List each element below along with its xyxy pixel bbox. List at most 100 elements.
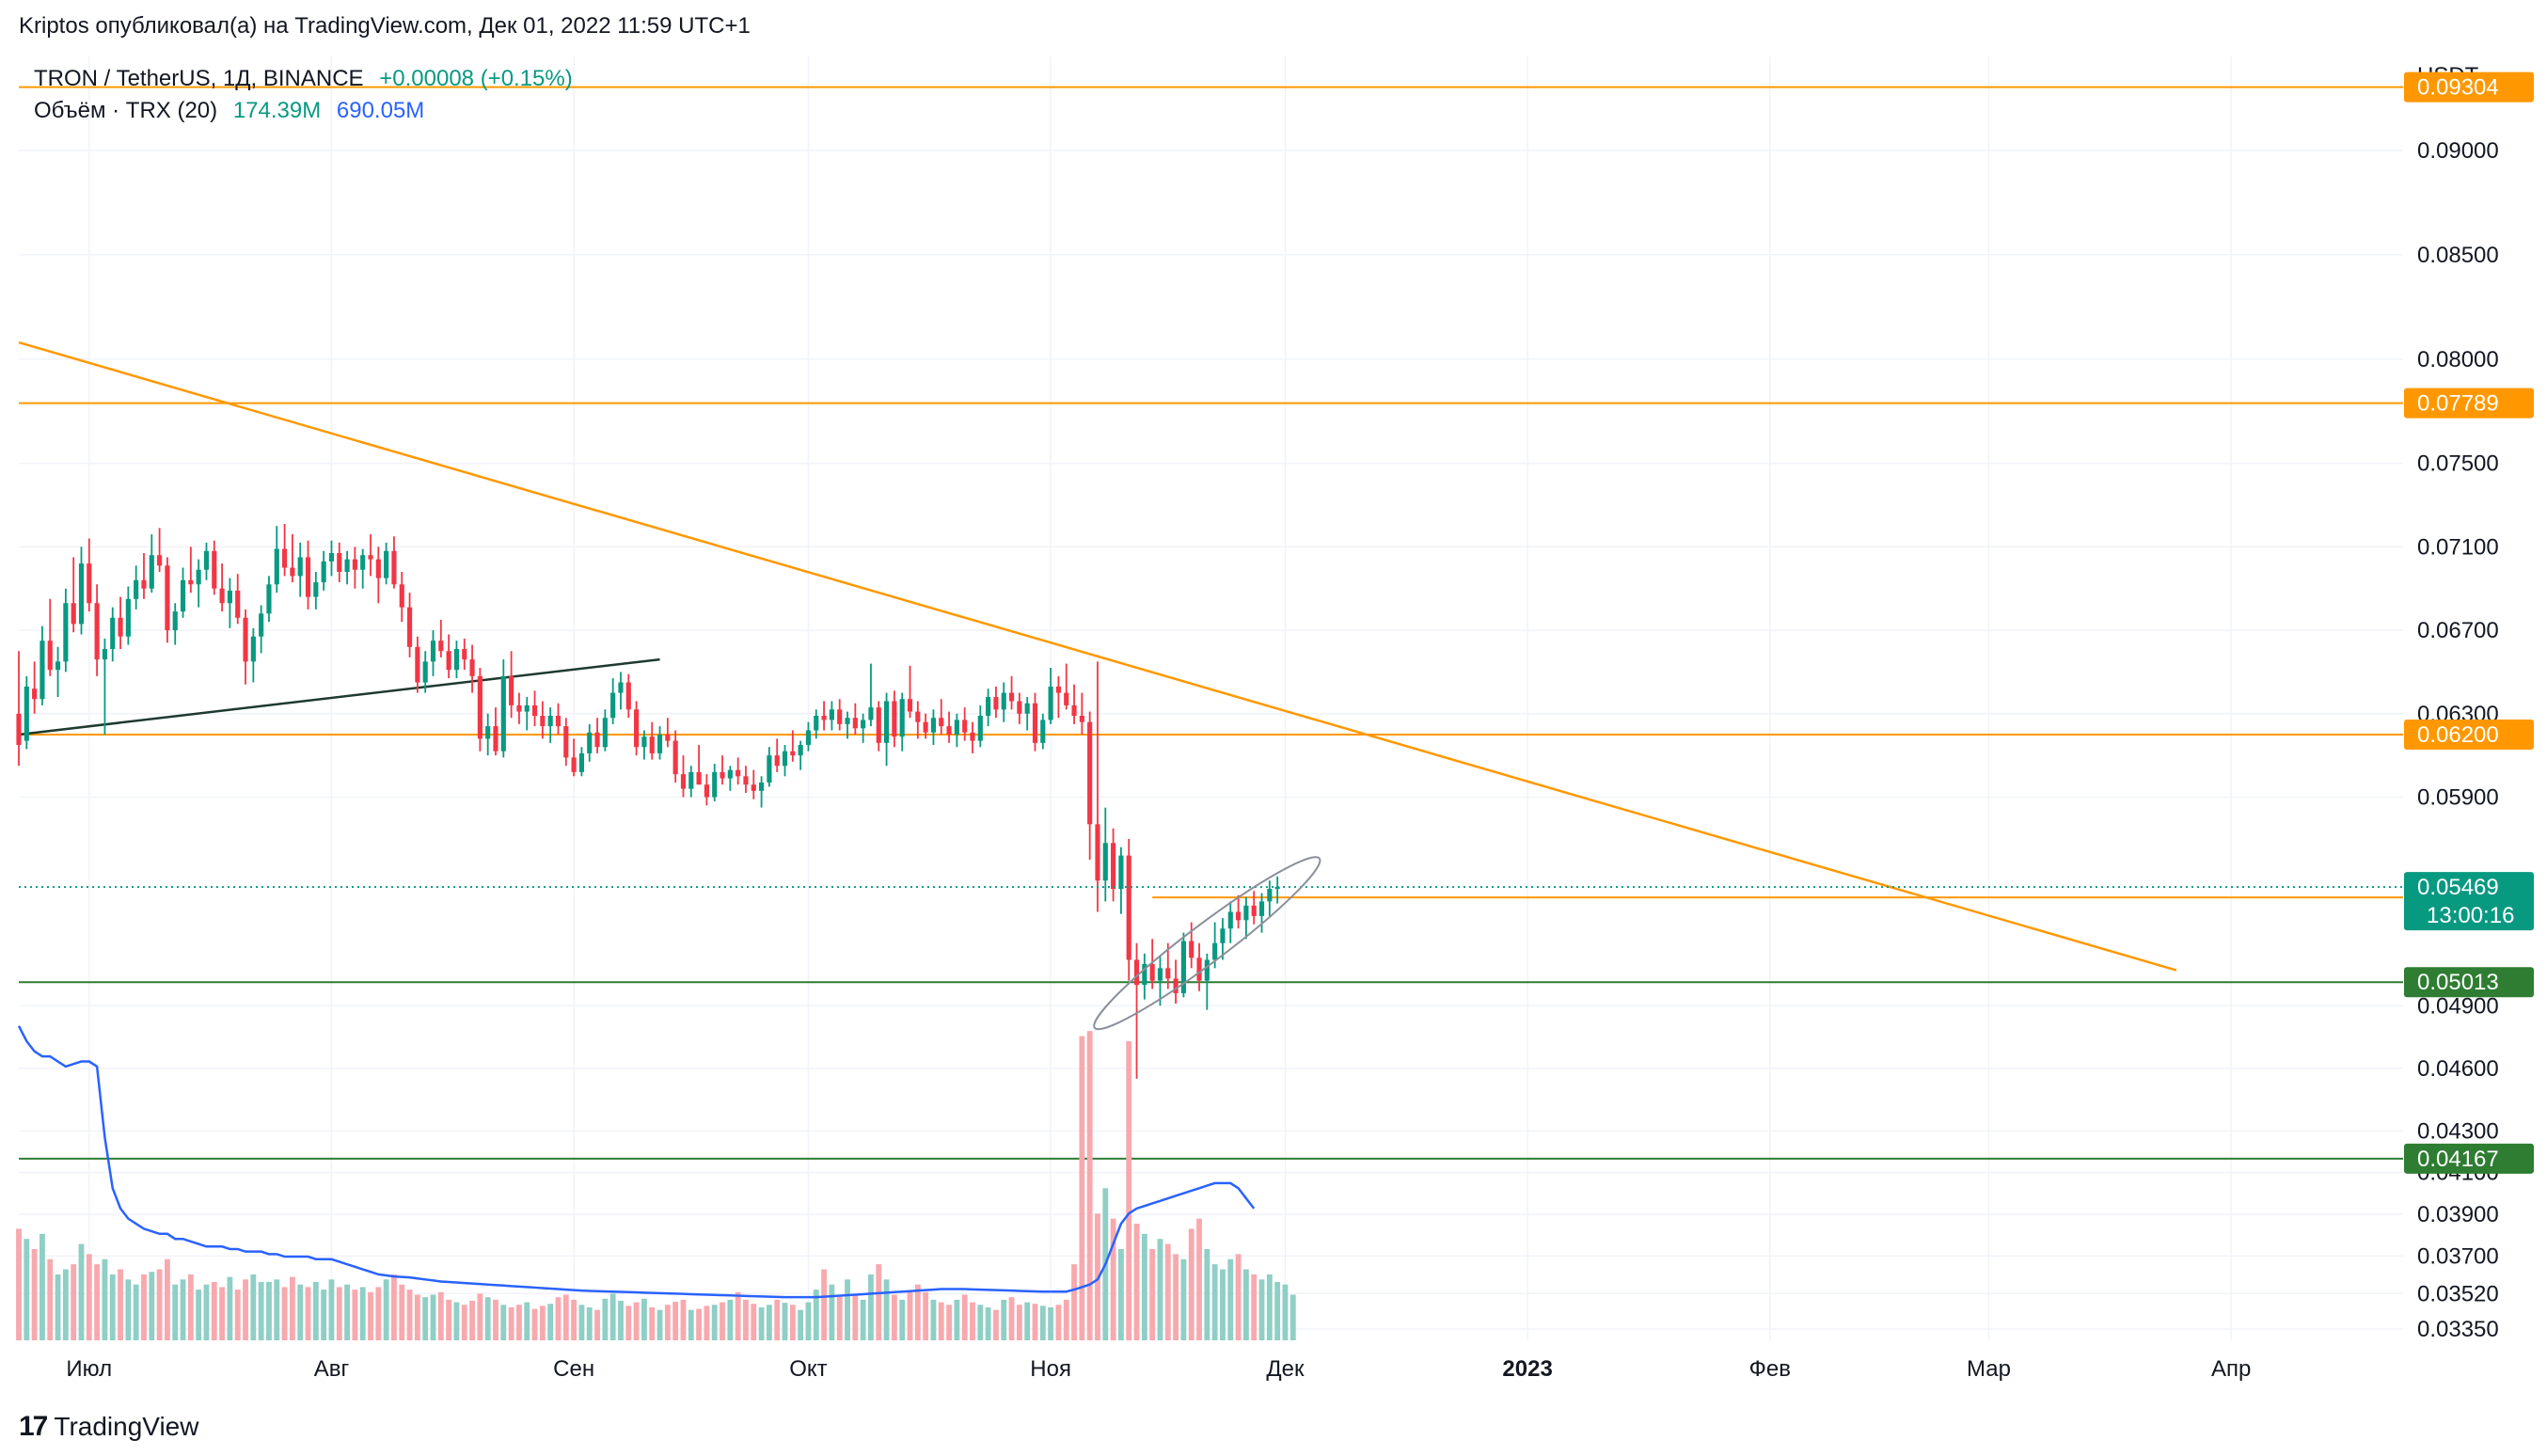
candle-body	[1243, 905, 1249, 921]
volume-bar	[477, 1293, 483, 1340]
candle-body	[594, 732, 600, 748]
candle-body	[1258, 901, 1265, 916]
candle-body	[993, 697, 999, 710]
volume-bar	[368, 1291, 373, 1340]
candle-body	[453, 649, 460, 671]
candle-body	[665, 734, 671, 741]
candle-body	[970, 732, 975, 741]
candle-body	[384, 550, 389, 578]
volume-bar	[1157, 1239, 1163, 1340]
volume-bar	[774, 1299, 781, 1340]
volume-bar	[914, 1284, 921, 1340]
volume-ma-value: 690.05M	[336, 98, 425, 123]
volume-bar	[469, 1300, 475, 1340]
price-tick-label: 0.05900	[2417, 784, 2499, 810]
time-tick-label: Окт	[789, 1356, 827, 1382]
candle-body	[1040, 720, 1046, 743]
time-tick-label: Авг	[314, 1356, 350, 1382]
candle-body	[110, 617, 116, 650]
level-badge-label: 0.09304	[2417, 75, 2499, 101]
candle-body	[798, 745, 803, 756]
candle-body	[759, 782, 765, 791]
candle-body	[94, 603, 100, 660]
volume-bar	[907, 1291, 913, 1340]
candle-body	[266, 584, 272, 614]
candle-body	[125, 598, 131, 637]
volume-bar	[821, 1269, 827, 1340]
candle-body	[290, 567, 295, 577]
volume-bar	[406, 1290, 413, 1340]
volume-bar	[547, 1304, 554, 1340]
candle-body	[657, 734, 663, 753]
volume-bar	[516, 1305, 522, 1340]
volume-bar	[1282, 1284, 1289, 1340]
volume-bar	[789, 1305, 796, 1340]
tradingview-logo[interactable]: 17 TradingView	[19, 1411, 198, 1443]
candle-body	[805, 730, 812, 746]
volume-bar	[274, 1279, 280, 1340]
volume-bar	[868, 1274, 874, 1340]
candlesticks	[16, 523, 1280, 1079]
volume-bar	[1149, 1248, 1156, 1340]
price-tick-label: 0.06700	[2417, 618, 2499, 643]
volume-bar	[172, 1284, 179, 1340]
candle-body	[649, 736, 655, 753]
candle-body	[1251, 905, 1257, 916]
volume-ma-line	[17, 1025, 1256, 1299]
candle-body	[328, 553, 335, 562]
volume-bar	[305, 1287, 311, 1340]
candle-body	[861, 720, 866, 729]
volume-pane	[16, 1025, 1296, 1340]
candle-body	[923, 721, 928, 733]
candle-body	[1079, 715, 1084, 722]
volume-bar	[47, 1258, 54, 1340]
volume-bar	[876, 1264, 882, 1340]
volume-bar	[633, 1302, 640, 1340]
volume-bar	[383, 1279, 389, 1340]
candle-body	[63, 603, 69, 662]
volume-bar	[165, 1258, 170, 1340]
candle-body	[751, 784, 756, 791]
candle-body	[883, 701, 890, 743]
volume-bar	[109, 1274, 116, 1340]
candle-body	[188, 579, 194, 585]
candle-body	[500, 675, 506, 752]
candle-body	[24, 686, 29, 741]
volume-bar	[243, 1279, 248, 1340]
volume-bar	[899, 1299, 906, 1340]
horizontal-levels	[19, 86, 2403, 1160]
volume-bar	[1180, 1258, 1187, 1340]
level-badge	[2404, 719, 2534, 750]
candle-body	[1133, 959, 1140, 986]
candle-body	[852, 718, 858, 729]
price-change: +0.00008 (+0.15%)	[379, 66, 573, 91]
level-badge	[2404, 71, 2534, 103]
volume-bar	[1024, 1302, 1031, 1340]
volume-bar	[1086, 1031, 1093, 1340]
volume-bar	[78, 1243, 85, 1340]
candle-body	[939, 718, 944, 727]
candle-body	[55, 661, 61, 671]
volume-bar	[798, 1309, 804, 1340]
candle-body	[1196, 957, 1202, 981]
volume-bar	[1266, 1274, 1273, 1340]
time-tick-label: 2023	[1502, 1356, 1552, 1382]
level-badge-label: 0.04167	[2417, 1147, 2499, 1172]
candle-body	[282, 548, 288, 568]
candle-body	[892, 701, 897, 737]
candle-body	[1220, 928, 1226, 943]
volume-bar	[985, 1306, 991, 1340]
candle-body	[876, 707, 881, 743]
volume-legend: Объём · TRX (20) 174.39M 690.05M	[34, 98, 434, 124]
candle-body	[212, 550, 217, 589]
volume-bar	[484, 1297, 491, 1340]
level-badge-label: 0.07789	[2417, 391, 2499, 417]
volume-bar	[1289, 1294, 1296, 1340]
candle-body	[1227, 911, 1233, 929]
volume-bar	[970, 1302, 975, 1340]
time-tick-label: Фев	[1749, 1356, 1791, 1382]
candle-body	[243, 617, 248, 662]
candle-body	[391, 550, 397, 585]
volume-bar	[31, 1248, 38, 1340]
